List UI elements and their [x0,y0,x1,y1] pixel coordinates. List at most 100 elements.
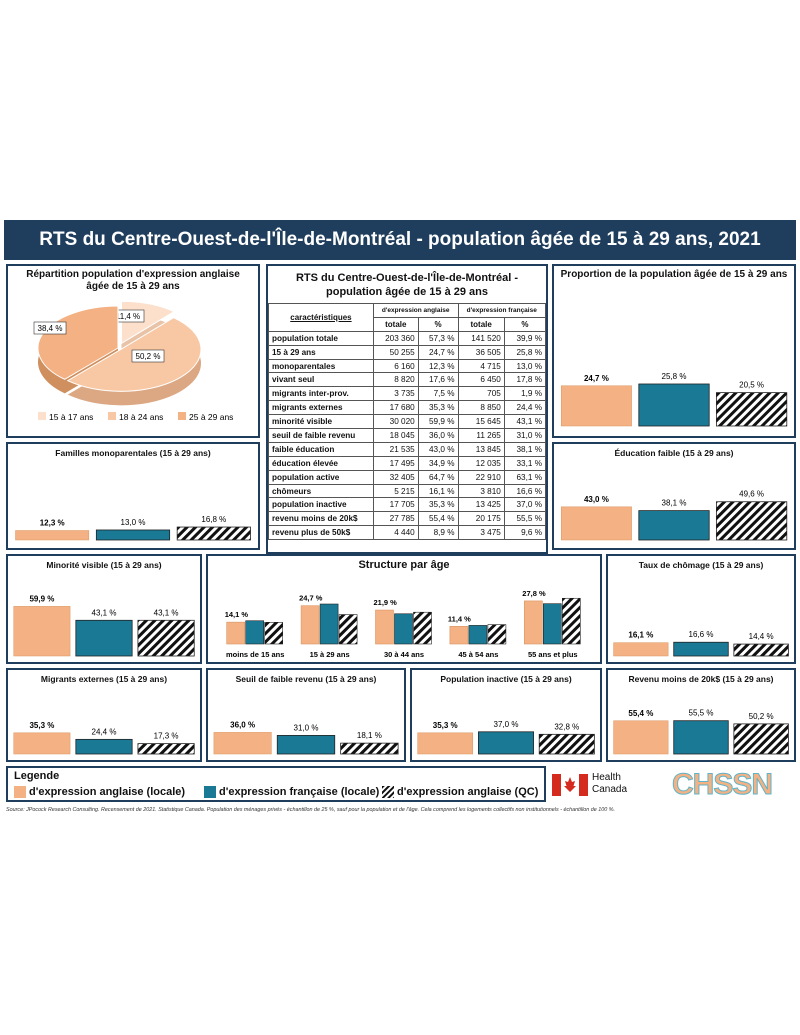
panel-title: Seuil de faible revenu (15 à 29 ans) [235,674,377,684]
table-cell-a-tot: 203 360 [372,330,419,346]
legend-item-anglaise-locale: d'expression anglaise (locale) [14,786,185,798]
education-bar-chart: 43,0 % 38,1 % 49,6 % [560,490,788,541]
data-label: 36,0 % [230,720,255,729]
table-cell-a-tot: 5 215 [372,483,419,499]
bar-revenu-2 [733,723,789,755]
pie-label: 11,4 % [116,312,140,321]
swatch-hatched [382,786,394,798]
table-row: population active 32 405 64,7 % 22 910 63,1 … [268,469,547,485]
table-cell-a-tot: 8 820 [372,372,419,388]
table-cell-a-tot: 27 785 [372,511,419,527]
panel-seuil: Seuil de faible revenu (15 à 29 ans) 36,… [206,668,406,762]
table-cell-label: 15 à 29 ans [268,344,374,360]
panel-monoparentales: Familles monoparentales (15 à 29 ans) 12… [6,442,260,550]
data-label: 24,7 % [299,594,323,603]
data-label: 20,5 % [739,381,764,390]
swatch-teal [204,786,216,798]
pie-title: Répartition population d'expression angl… [26,269,240,292]
table-cell-f-pct: 31,0 % [503,428,547,443]
panel-title: Structure par âge [358,559,450,571]
pie-label-box [131,349,165,363]
data-table: caractéristiques d'expression anglaise d… [268,303,547,541]
data-label: 13,0 % [121,518,146,527]
table-row: chômeurs 5 215 16,1 % 3 810 16,6 % [268,483,547,499]
panel-title: Population inactive (15 à 29 ans) [440,674,572,684]
data-label: 16,6 % [689,630,714,639]
structure-bar-chart: 14,1 % moins de 15 ans 24,7 % 15 à 29 ans 21… [225,589,581,659]
bar-minorite-0 [13,606,71,657]
data-label: 21,9 % [374,598,398,607]
data-label: 55,4 % [628,709,653,718]
table-cell-f-tot: 3 475 [457,525,505,541]
pie-legend-swatch [108,412,116,420]
pie-panel: Répartition population d'expression angl… [6,264,260,438]
table-cell-label: population active [268,469,374,485]
table-cell-label: vivant seul [268,372,374,388]
panel-education: Éducation faible (15 à 29 ans) 43,0 % 38,… [552,442,796,550]
pie-legend-label: 15 à 17 ans [49,412,93,422]
bar-revenu-0 [613,720,669,755]
bar-proportion-0 [560,385,632,427]
data-label: 14,4 % [749,632,774,641]
table-row: monoparentales 6 160 12,3 % 4 715 13,0 % [268,358,547,374]
revenu-bar-chart: 55,4 % 55,5 % 50,2 % [613,709,789,755]
data-label: 16,1 % [628,631,653,640]
table-cell-f-tot: 3 810 [457,483,505,499]
panel-title: Éducation faible (15 à 29 ans) [614,448,734,458]
table-cell-f-tot: 6 450 [457,372,505,388]
table-cell-label: population inactive [268,497,374,513]
bar-structure-4-0 [523,600,543,645]
table-row: population inactive 17 705 35,3 % 13 425 37,… [268,497,547,513]
table-cell-a-tot: 17 705 [372,497,419,513]
table-cell-f-tot: 12 035 [457,455,505,471]
data-label: 49,6 % [739,490,764,499]
table-cell-a-tot: 21 535 [372,441,419,457]
data-label: 16,8 % [201,515,226,524]
table-cell-a-pct: 59,9 % [417,414,459,430]
table-cell-label: revenu moins de 20k$ [268,511,374,527]
bar-monoparentales-1 [95,529,171,541]
data-label: 35,3 % [433,721,458,730]
table-cell-label: minorité visible [268,414,374,430]
table-cell-f-tot: 13 845 [457,441,505,457]
bar-chomage-2 [733,643,789,657]
table-cell-a-pct: 43,0 % [417,441,459,457]
pie-legend-label: 25 à 29 ans [189,412,233,422]
pie-chart: 11,4 % 50,2 % 38,4 % 15 à 17 ans 18 à 24 ans… [33,300,233,422]
header-anglaise: d'expression anglaise [372,303,459,318]
bar-inactive-0 [417,732,474,755]
panel-title: Minorité visible (15 à 29 ans) [46,560,162,570]
legend-item-anglaise-qc: d'expression anglaise (QC) [382,786,538,798]
data-label: 18,1 % [357,731,382,740]
proportion-bar-chart: 24,7 % 25,8 % 20,5 % [560,372,788,427]
table-cell-a-pct: 12,3 % [417,358,459,374]
table-cell-label: chômeurs [268,483,374,499]
table-cell-a-pct: 8,9 % [417,525,459,541]
legend-item-francaise-locale: d'expression française (locale) [204,786,379,798]
data-label: 27,8 % [522,589,546,598]
table-body: population totale 203 360 57,3 % 141 520 39,… [268,330,547,541]
bar-minorite-2 [137,619,195,657]
category-label: 15 à 29 ans [310,650,350,659]
table-cell-f-pct: 39,9 % [503,330,547,346]
table-row: migrants inter-prov. 3 735 7,5 % 705 1,9 % [268,386,547,402]
bar-inactive-2 [538,733,595,755]
bar-proportion-1 [638,383,710,427]
bar-structure-3-0 [449,626,469,645]
bar-structure-0-0 [226,621,246,645]
table-cell-a-tot: 30 020 [372,414,419,430]
bar-education-2 [715,501,788,541]
inactive-bar-chart: 35,3 % 37,0 % 32,8 % [417,720,595,755]
table-cell-a-tot: 17 680 [372,400,419,416]
panel-revenu: Revenu moins de 20k$ (15 à 29 ans) 55,4 … [606,668,796,762]
table-cell-label: revenu plus de 50k$ [268,525,374,541]
header-caracteristiques: caractéristiques [268,303,374,332]
bar-structure-4-1 [542,603,562,645]
table-cell-f-tot: 13 425 [457,497,505,513]
legend: Legende d'expression anglaise (locale) d… [6,766,546,802]
panel-inactive: Population inactive (15 à 29 ans) 35,3 %… [410,668,602,762]
pie-label-box [33,321,67,335]
table-cell-f-pct: 24,4 % [503,400,547,416]
table-cell-a-pct: 35,3 % [417,400,459,416]
bar-minorite-1 [75,619,133,657]
